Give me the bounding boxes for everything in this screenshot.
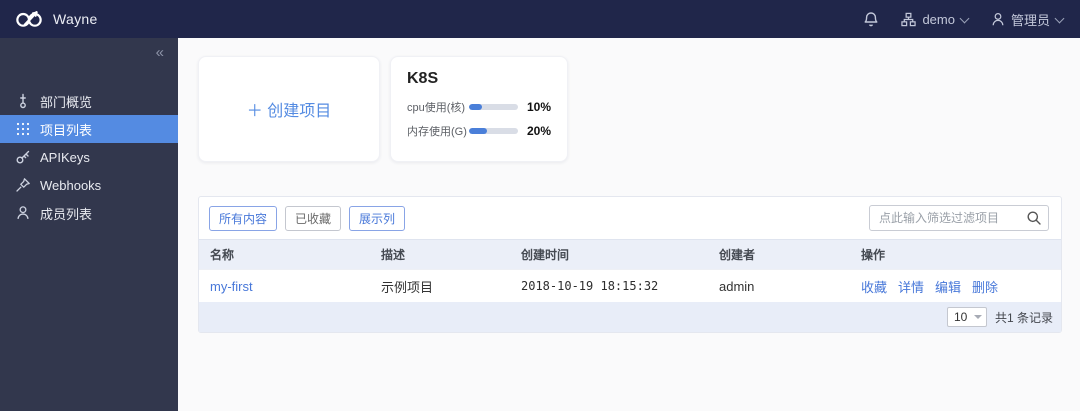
sidebar-item-project-list[interactable]: 项目列表 <box>0 115 178 143</box>
sidebar-item-label: 项目列表 <box>40 122 93 138</box>
chevron-down-icon <box>961 13 969 21</box>
sidebar-item-label: APIKeys <box>40 149 90 165</box>
total-records-text: 共1 条记录 <box>994 310 1053 325</box>
create-project-button[interactable]: ＋ 创建项目 <box>198 56 380 162</box>
table-toolbar: 所有内容 已收藏 展示列 <box>199 197 1061 239</box>
memory-usage-progressbar <box>469 128 518 134</box>
cpu-usage-progressbar <box>469 104 518 110</box>
chevron-down-icon <box>973 315 982 319</box>
sidebar: « 部门概览 项目列表 <box>0 38 178 411</box>
cluster-title[interactable]: K8S <box>407 70 439 87</box>
project-description: 示例项目 <box>381 279 434 295</box>
cluster-card: K8S cpu使用(核) 10% 内存使用(G) 20% <box>390 56 568 162</box>
user-menu[interactable]: 管理员 <box>991 10 1064 29</box>
table-footer: 10 共1 条记录 <box>199 302 1061 332</box>
user-name: 管理员 <box>1010 12 1050 28</box>
search-box <box>869 205 1049 231</box>
brand-name: Wayne <box>53 11 98 27</box>
page-size-select[interactable]: 10 <box>946 307 987 327</box>
user-icon <box>991 12 1005 27</box>
project-name-link[interactable]: my-first <box>210 278 253 294</box>
table-header-row: 名称 描述 创建时间 创建者 操作 <box>199 239 1061 269</box>
sidebar-collapse-button[interactable]: « <box>155 44 164 61</box>
notifications-bell-icon[interactable] <box>863 11 879 28</box>
sidebar-item-label: 成员列表 <box>40 206 93 222</box>
table-row: my-first 示例项目 2018-10-19 18:15:32 admin … <box>199 269 1061 302</box>
cpu-usage-percent: 10% <box>526 100 551 114</box>
member-icon <box>15 205 31 221</box>
overview-icon <box>15 93 31 109</box>
search-input[interactable] <box>869 205 1049 231</box>
org-switcher[interactable]: demo <box>901 12 969 27</box>
project-creator: admin <box>719 278 755 294</box>
top-header: Wayne demo 管理员 <box>0 0 1080 38</box>
brand[interactable]: Wayne <box>14 9 98 29</box>
page-size-value: 10 <box>953 310 968 324</box>
column-header-creator: 创建者 <box>719 248 756 262</box>
cpu-usage-metric: cpu使用(核) 10% <box>407 99 551 115</box>
column-header-name: 名称 <box>210 248 235 262</box>
edit-action-link[interactable]: 编辑 <box>935 279 962 295</box>
sidebar-nav: 部门概览 项目列表 APIKeys <box>0 87 178 227</box>
column-header-actions: 操作 <box>861 248 886 262</box>
search-icon[interactable] <box>1026 210 1042 226</box>
project-grid-icon <box>15 121 31 137</box>
memory-usage-percent: 20% <box>526 124 551 138</box>
column-header-created-at: 创建时间 <box>521 248 570 262</box>
filter-favorites-button[interactable]: 已收藏 <box>285 205 342 231</box>
sidebar-item-dept-overview[interactable]: 部门概览 <box>0 87 178 115</box>
sidebar-item-label: 部门概览 <box>40 94 93 110</box>
show-columns-button[interactable]: 展示列 <box>349 205 406 231</box>
sidebar-item-apikeys[interactable]: APIKeys <box>0 143 178 171</box>
sidebar-item-webhooks[interactable]: Webhooks <box>0 171 178 199</box>
sidebar-item-member-list[interactable]: 成员列表 <box>0 199 178 227</box>
chevron-down-icon <box>1056 13 1064 21</box>
project-created-at: 2018-10-19 18:15:32 <box>521 279 659 293</box>
org-name: demo <box>922 11 955 27</box>
cpu-usage-label: cpu使用(核) <box>407 102 466 114</box>
key-icon <box>15 149 31 165</box>
project-table-panel: 所有内容 已收藏 展示列 名称 描述 创建时间 创建者 操作 my-first <box>198 196 1062 333</box>
filter-all-button[interactable]: 所有内容 <box>209 205 278 231</box>
wayne-logo-icon <box>14 9 44 29</box>
memory-usage-metric: 内存使用(G) 20% <box>407 123 551 139</box>
delete-action-link[interactable]: 删除 <box>972 279 999 295</box>
sidebar-item-label: Webhooks <box>40 177 102 193</box>
memory-usage-label: 内存使用(G) <box>407 126 467 138</box>
details-action-link[interactable]: 详情 <box>898 279 925 295</box>
column-header-description: 描述 <box>381 248 406 262</box>
pushpin-icon <box>15 177 31 193</box>
favorite-action-link[interactable]: 收藏 <box>861 279 888 295</box>
main-content: ＋ 创建项目 K8S cpu使用(核) 10% 内存使用(G) 20% 所 <box>178 38 1080 411</box>
organization-icon <box>901 12 917 27</box>
